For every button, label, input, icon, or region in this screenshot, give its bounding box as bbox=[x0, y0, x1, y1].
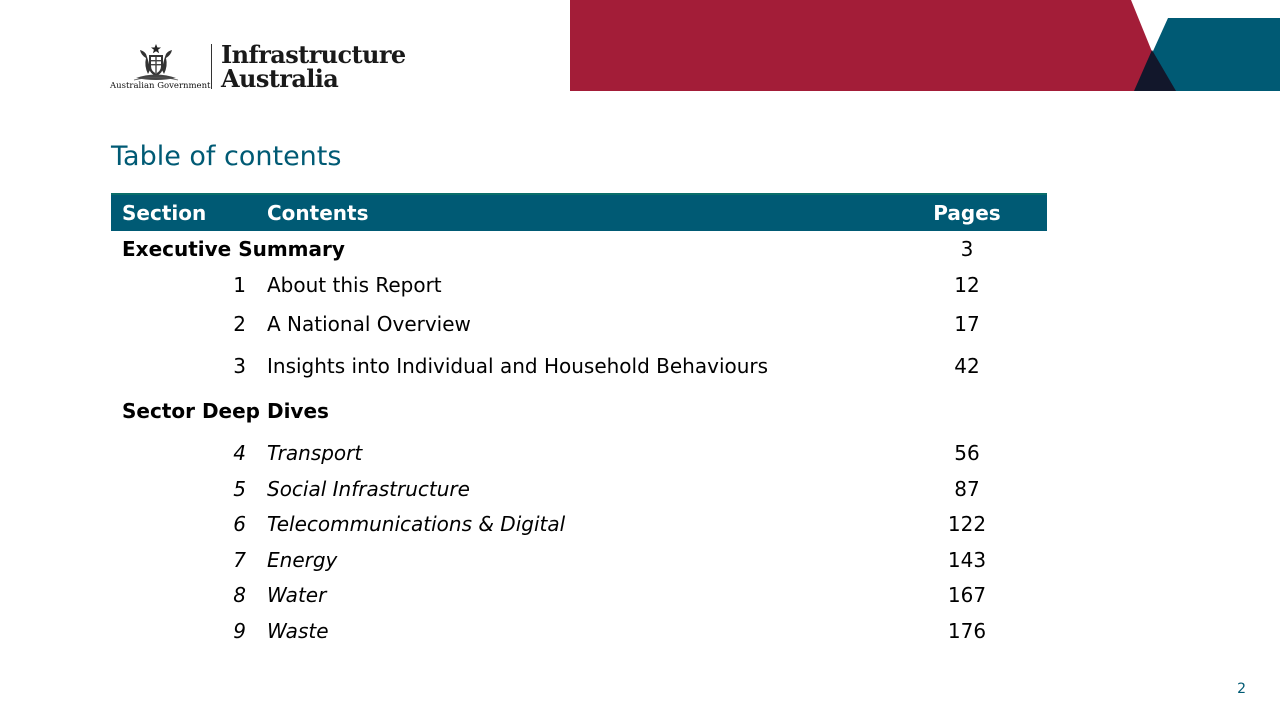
section-number: 4 bbox=[233, 441, 246, 465]
section-title[interactable]: Energy bbox=[267, 547, 338, 572]
toc-row[interactable]: 8 Water 167 bbox=[111, 577, 1047, 613]
section-title[interactable]: Insights into Individual and Household B… bbox=[267, 354, 769, 378]
toc-group-row: Sector Deep Dives bbox=[111, 387, 1047, 435]
group-label: Executive Summary bbox=[122, 236, 345, 261]
page-number: 2 bbox=[1237, 681, 1246, 697]
government-label: Australian Government bbox=[110, 81, 211, 91]
toc-row[interactable]: 2 A National Overview 17 bbox=[111, 303, 1047, 345]
logo-divider bbox=[211, 44, 212, 89]
toc-row[interactable]: 9 Waste 176 bbox=[111, 613, 1047, 648]
section-number: 1 bbox=[233, 272, 246, 297]
toc-row[interactable]: 6 Telecommunications & Digital 122 bbox=[111, 506, 1047, 542]
section-number: 3 bbox=[233, 354, 246, 378]
toc-row[interactable]: 1 About this Report 12 bbox=[111, 266, 1047, 303]
banner-navy-triangle bbox=[1134, 50, 1176, 91]
banner-crimson-band bbox=[570, 0, 1168, 91]
section-title[interactable]: Social Infrastructure bbox=[267, 476, 470, 501]
toc-row[interactable]: 7 Energy 143 bbox=[111, 542, 1047, 577]
toc-group-row: Executive Summary 3 bbox=[111, 231, 1047, 266]
section-page: 42 bbox=[954, 354, 980, 378]
header-pages: Pages bbox=[887, 193, 1047, 231]
toc-header-row: Section Contents Pages bbox=[111, 193, 1047, 231]
header-contents: Contents bbox=[257, 193, 887, 231]
section-page: 143 bbox=[947, 547, 987, 572]
section-title[interactable]: Waste bbox=[267, 618, 329, 643]
section-number: 6 bbox=[233, 512, 246, 536]
section-page: 176 bbox=[947, 618, 987, 643]
section-title[interactable]: Transport bbox=[267, 441, 363, 465]
section-title[interactable]: A National Overview bbox=[267, 312, 471, 336]
header-section: Section bbox=[111, 193, 257, 231]
page-title: Table of contents bbox=[111, 141, 342, 172]
section-page: 167 bbox=[947, 583, 987, 607]
toc-row[interactable]: 5 Social Infrastructure 87 bbox=[111, 471, 1047, 506]
group-page: 3 bbox=[960, 236, 974, 261]
section-page: 17 bbox=[954, 312, 980, 336]
section-number: 2 bbox=[233, 312, 246, 336]
section-page: 56 bbox=[954, 441, 980, 465]
section-page: 87 bbox=[954, 476, 980, 501]
toc-row[interactable]: 3 Insights into Individual and Household… bbox=[111, 345, 1047, 387]
banner-teal-band bbox=[1135, 18, 1280, 91]
section-number: 9 bbox=[233, 618, 246, 643]
toc-table: Section Contents Pages Executive Summary… bbox=[111, 193, 1047, 648]
section-title[interactable]: Telecommunications & Digital bbox=[267, 512, 566, 536]
coat-of-arms-icon bbox=[133, 44, 179, 81]
group-page bbox=[887, 387, 1047, 435]
header-banner bbox=[570, 0, 1280, 91]
section-number: 8 bbox=[233, 583, 246, 607]
section-title[interactable]: Water bbox=[267, 583, 327, 607]
section-number: 7 bbox=[233, 547, 246, 572]
section-number: 5 bbox=[233, 476, 246, 501]
toc-row[interactable]: 4 Transport 56 bbox=[111, 435, 1047, 471]
group-label: Sector Deep Dives bbox=[122, 399, 329, 423]
org-name-line1: Infrastructure bbox=[221, 40, 406, 69]
org-name-line2: Australia bbox=[221, 64, 339, 93]
section-title[interactable]: About this Report bbox=[267, 272, 442, 297]
section-page: 12 bbox=[954, 272, 980, 297]
section-page: 122 bbox=[947, 512, 987, 536]
